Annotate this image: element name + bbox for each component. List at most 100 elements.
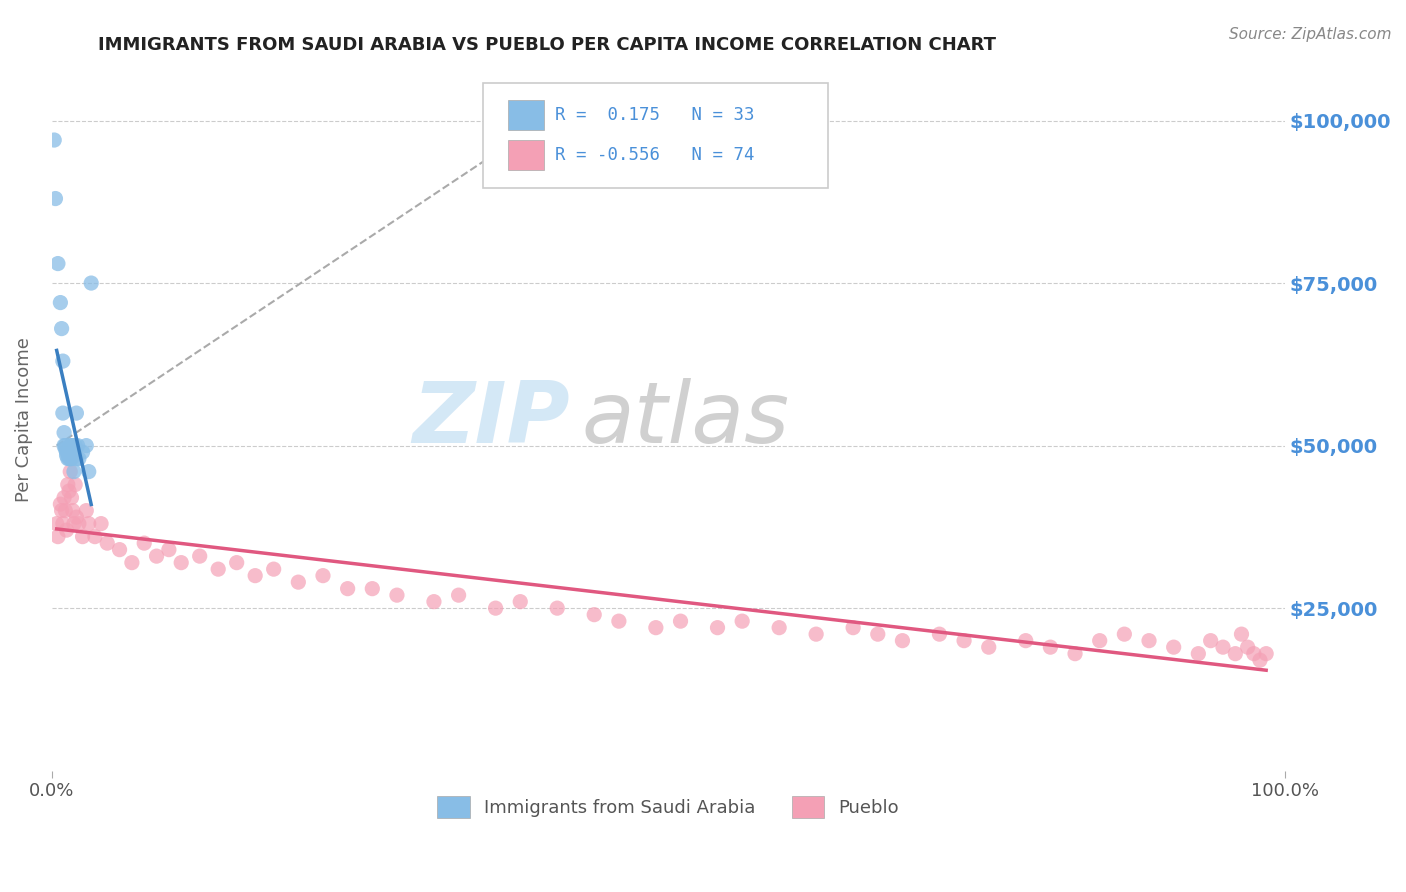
Point bbox=[51, 321, 73, 335]
Point bbox=[1236, 640, 1258, 655]
Point bbox=[53, 491, 76, 505]
Text: R =  0.175   N = 33: R = 0.175 N = 33 bbox=[555, 106, 754, 124]
Point bbox=[58, 445, 80, 459]
Point bbox=[75, 503, 97, 517]
Point bbox=[804, 627, 827, 641]
Point bbox=[1249, 653, 1271, 667]
Text: atlas: atlas bbox=[582, 378, 790, 461]
Point bbox=[423, 594, 446, 608]
Point bbox=[134, 536, 156, 550]
Point bbox=[52, 516, 75, 531]
Point bbox=[706, 621, 728, 635]
Point bbox=[60, 451, 83, 466]
Point bbox=[63, 477, 86, 491]
Point bbox=[52, 406, 75, 420]
Point bbox=[58, 451, 80, 466]
Point bbox=[928, 627, 950, 641]
Point bbox=[188, 549, 211, 563]
Point bbox=[55, 523, 77, 537]
Point bbox=[953, 633, 976, 648]
Point bbox=[62, 503, 84, 517]
Point bbox=[1225, 647, 1247, 661]
Text: ZIP: ZIP bbox=[412, 378, 569, 461]
Point bbox=[59, 451, 82, 466]
Point bbox=[1163, 640, 1185, 655]
Point bbox=[44, 133, 66, 147]
Point bbox=[145, 549, 167, 563]
Point bbox=[60, 491, 83, 505]
Point bbox=[669, 614, 692, 628]
Point bbox=[66, 439, 89, 453]
Point bbox=[63, 445, 86, 459]
FancyBboxPatch shape bbox=[508, 140, 544, 169]
Point bbox=[46, 256, 69, 270]
Point bbox=[55, 445, 77, 459]
Point bbox=[361, 582, 384, 596]
Point bbox=[484, 601, 506, 615]
Point bbox=[1256, 647, 1278, 661]
Point bbox=[1243, 647, 1265, 661]
Point bbox=[80, 276, 103, 290]
Point bbox=[1114, 627, 1136, 641]
Point bbox=[1199, 633, 1222, 648]
Point bbox=[51, 503, 73, 517]
Point bbox=[52, 354, 75, 368]
Point bbox=[67, 516, 90, 531]
Point bbox=[60, 439, 83, 453]
Point bbox=[1064, 647, 1087, 661]
Point bbox=[1088, 633, 1111, 648]
Point bbox=[731, 614, 754, 628]
Point bbox=[45, 516, 67, 531]
Point bbox=[170, 556, 193, 570]
Point bbox=[108, 542, 131, 557]
Point bbox=[75, 439, 97, 453]
Point bbox=[1212, 640, 1234, 655]
Point bbox=[55, 448, 77, 462]
Text: R = -0.556   N = 74: R = -0.556 N = 74 bbox=[555, 146, 754, 164]
Point bbox=[225, 556, 247, 570]
Point bbox=[53, 442, 76, 456]
Point bbox=[53, 503, 76, 517]
Point bbox=[842, 621, 865, 635]
Point bbox=[44, 192, 66, 206]
Text: Source: ZipAtlas.com: Source: ZipAtlas.com bbox=[1229, 27, 1392, 42]
Point bbox=[49, 295, 72, 310]
Point bbox=[72, 530, 94, 544]
Point bbox=[891, 633, 914, 648]
Point bbox=[312, 568, 335, 582]
Point bbox=[385, 588, 408, 602]
Point bbox=[63, 465, 86, 479]
Point bbox=[56, 445, 79, 459]
Point bbox=[90, 516, 112, 531]
Point bbox=[644, 621, 666, 635]
Point bbox=[1230, 627, 1253, 641]
Point bbox=[63, 439, 86, 453]
Point bbox=[63, 516, 86, 531]
Point bbox=[768, 621, 790, 635]
Y-axis label: Per Capita Income: Per Capita Income bbox=[15, 337, 32, 502]
FancyBboxPatch shape bbox=[484, 83, 828, 188]
Point bbox=[72, 445, 94, 459]
Point bbox=[546, 601, 568, 615]
FancyBboxPatch shape bbox=[508, 100, 544, 129]
Point bbox=[336, 582, 359, 596]
Point bbox=[866, 627, 889, 641]
Point bbox=[607, 614, 630, 628]
Point bbox=[96, 536, 118, 550]
Point bbox=[83, 530, 105, 544]
Point bbox=[58, 484, 80, 499]
Point bbox=[67, 451, 90, 466]
Point bbox=[46, 530, 69, 544]
Point bbox=[53, 439, 76, 453]
Point bbox=[1039, 640, 1062, 655]
Point bbox=[65, 451, 87, 466]
Point bbox=[77, 465, 100, 479]
Point bbox=[447, 588, 470, 602]
Point bbox=[287, 575, 309, 590]
Point bbox=[65, 406, 87, 420]
Text: IMMIGRANTS FROM SAUDI ARABIA VS PUEBLO PER CAPITA INCOME CORRELATION CHART: IMMIGRANTS FROM SAUDI ARABIA VS PUEBLO P… bbox=[98, 36, 997, 54]
Legend: Immigrants from Saudi Arabia, Pueblo: Immigrants from Saudi Arabia, Pueblo bbox=[430, 789, 907, 825]
Point bbox=[1137, 633, 1160, 648]
Point bbox=[1187, 647, 1209, 661]
Point bbox=[157, 542, 180, 557]
